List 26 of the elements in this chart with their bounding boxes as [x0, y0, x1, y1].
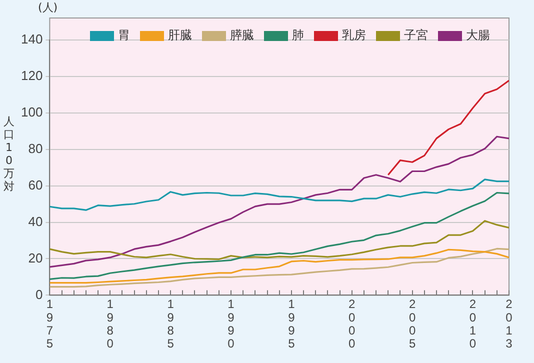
legend-label: 肺 [292, 27, 304, 44]
x-tick-label: 1 9 8 0 [106, 297, 114, 351]
legend-label: 子宮 [404, 27, 428, 44]
legend-label: 膵臓 [230, 27, 254, 44]
y-tick-label: 140 [20, 32, 43, 47]
x-tick-label: 2 0 1 3 [506, 297, 513, 351]
y-tick-label: 40 [28, 214, 43, 229]
text: (人) [38, 0, 58, 15]
x-tick-label: 2 0 1 0 [469, 297, 476, 351]
x-tick-label: 2 0 0 5 [408, 297, 416, 351]
x-tick-label: 1 9 7 5 [46, 297, 54, 351]
y-tick-label: 80 [28, 140, 43, 156]
y-tick-label: 120 [20, 68, 43, 84]
legend-label: 大腸 [466, 27, 490, 44]
y-tick-label: 60 [28, 177, 43, 192]
x-tick-label: 2 0 0 0 [348, 297, 356, 351]
legend-label: 乳房 [342, 27, 366, 44]
x-tick-label: 1 9 9 0 [228, 297, 235, 351]
y-tick-label: 20 [28, 250, 43, 266]
x-tick-label: 1 9 8 5 [167, 297, 174, 351]
legend-label: 肝臓 [168, 27, 192, 44]
x-tick-label: 1 9 9 5 [288, 297, 296, 351]
y-tick-label: 100 [20, 104, 43, 120]
legend-label: 胃 [118, 27, 130, 44]
y-tick-label: 0 [35, 286, 43, 302]
y-axis-title: 人口10万対 [3, 115, 15, 193]
